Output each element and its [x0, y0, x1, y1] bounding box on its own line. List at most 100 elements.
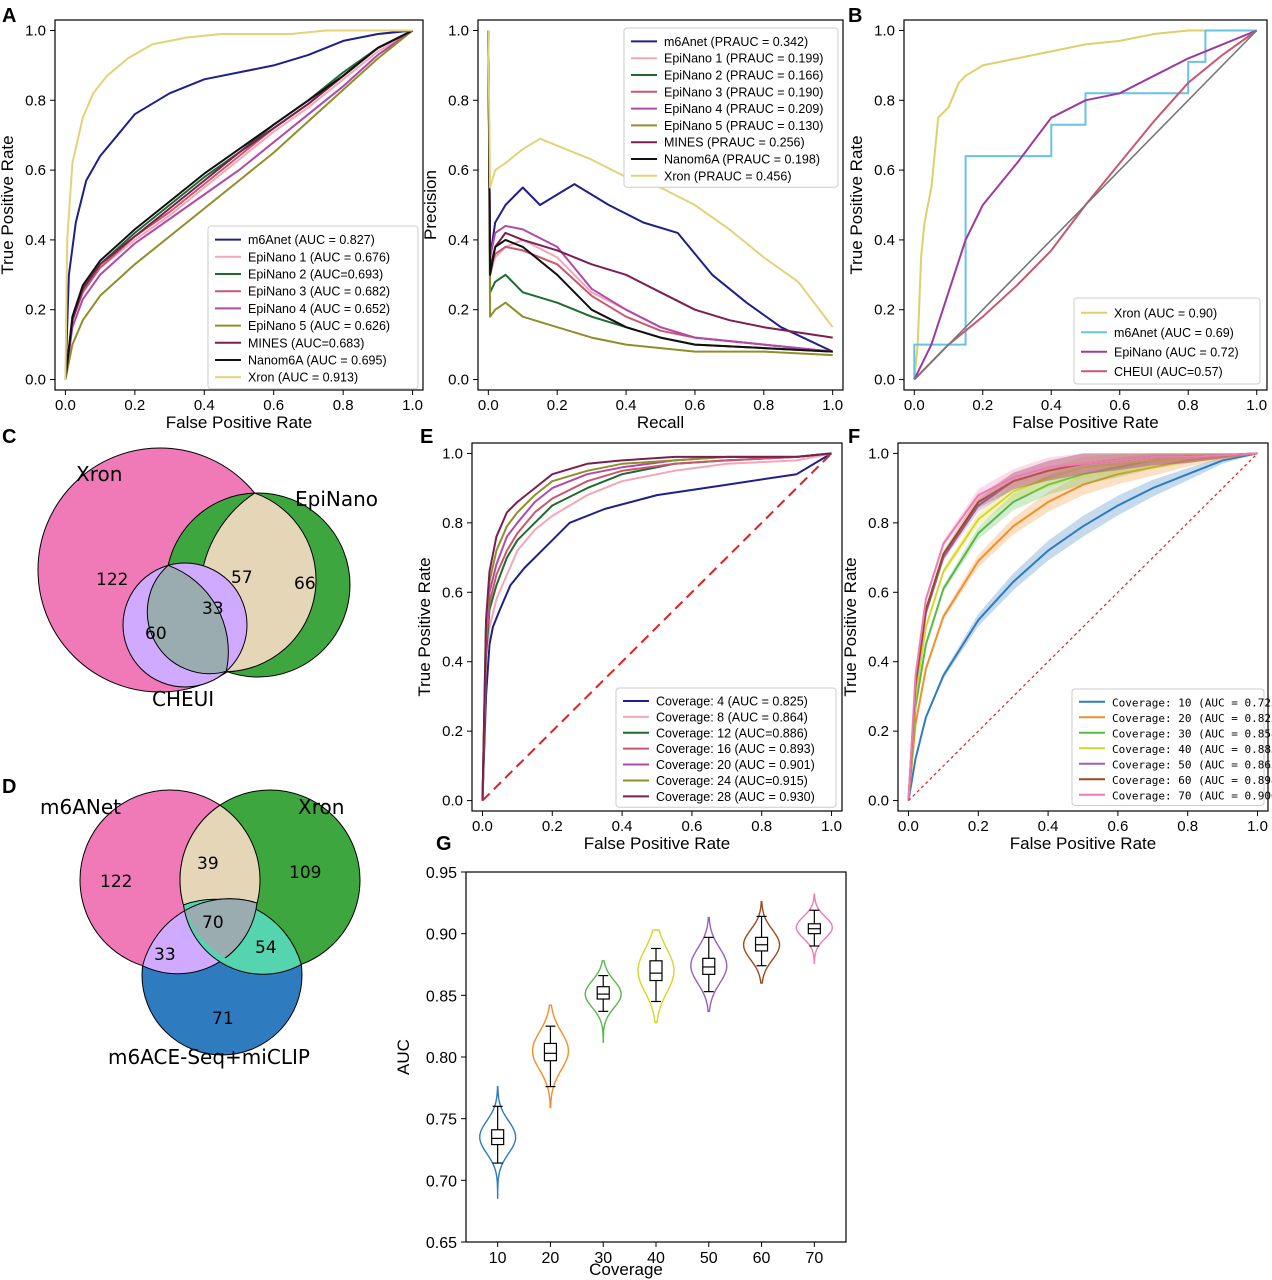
- g-violin-70: [795, 893, 833, 964]
- A-roc-legend-box: [207, 225, 419, 390]
- E-roc-xtick-label-2: 0.4: [612, 818, 633, 835]
- A-pr-legend-box: [623, 27, 839, 188]
- F-roc-ytick-label-2: 0.4: [868, 654, 889, 671]
- panel-letter-a: A: [2, 5, 16, 27]
- B-roc-series-line-4: [913, 29, 1258, 381]
- g-violin-60: [742, 900, 781, 984]
- A-roc-ytick-label-0: 0.0: [25, 372, 46, 389]
- A-pr-legend-label-4: EpiNano 4 (PRAUC = 0.209): [664, 102, 823, 116]
- F-roc-legend-label-0: Coverage: 10 (AUC = 0.725): [1112, 696, 1272, 709]
- A-pr-xtick-label-3: 0.6: [685, 397, 706, 414]
- F-roc-ytick-label-3: 0.6: [868, 584, 889, 601]
- venn-d-count-m6anet-xron: 39: [197, 854, 219, 874]
- F-roc-series-line-0: [907, 452, 1258, 801]
- A-pr-ytick-label-3: 0.6: [448, 162, 469, 179]
- F-roc-series-line-7: [908, 452, 1258, 802]
- B-roc-ytick-label-2: 0.4: [874, 232, 895, 249]
- E-roc-xtick-label-5: 1.0: [821, 818, 842, 835]
- A-pr-series-line-0: [487, 30, 834, 353]
- g-ytick-label-2: 0.75: [426, 1112, 457, 1129]
- A-pr-legend-label-8: Xron (PRAUC = 0.456): [664, 169, 791, 183]
- A-pr-legend-label-5: EpiNano 5 (PRAUC = 0.130): [664, 119, 823, 133]
- g-xtick-label-4: 50: [700, 1250, 718, 1267]
- F-roc-xtick-label-1: 0.2: [968, 818, 989, 835]
- venn-d-count-center: 70: [202, 913, 224, 933]
- A-pr-legend-label-7: Nanom6A (PRAUC = 0.198): [664, 153, 820, 167]
- g-box-50: [702, 957, 716, 975]
- F-roc-legend-label-4: Coverage: 50 (AUC = 0.865): [1112, 758, 1272, 771]
- F-roc-xtick-label-0: 0.0: [898, 818, 919, 835]
- g-ytick-label-1: 0.70: [426, 1173, 457, 1190]
- E-roc-legend-label-1: Coverage: 8 (AUC = 0.864): [656, 710, 808, 724]
- F-roc-xtick-label-4: 0.8: [1177, 818, 1198, 835]
- g-xtick-label-6: 70: [805, 1250, 823, 1267]
- E-roc-legend-label-3: Coverage: 16 (AUC = 0.893): [656, 742, 815, 756]
- F-roc-band-0: [908, 453, 1258, 801]
- F-roc-legend-label-2: Coverage: 30 (AUC = 0.858): [1112, 727, 1272, 740]
- g-ytick-label-3: 0.80: [426, 1050, 457, 1067]
- A-pr-series-line-4: [487, 30, 833, 353]
- E-roc-series-line-1: [481, 452, 832, 801]
- venn-c-count-xron-only: 122: [96, 570, 128, 590]
- A-roc-xtick-label-1: 0.2: [124, 397, 145, 414]
- venn-c-center-region: [146, 564, 229, 675]
- venn-d-count-xron-only: 109: [289, 863, 321, 883]
- B-roc-legend-label-1: m6Anet (AUC = 0.69): [1114, 326, 1234, 340]
- F-roc-ytick-label-4: 0.8: [868, 515, 889, 532]
- g-ytick-label-5: 0.90: [426, 927, 457, 944]
- venn-c-count-xron-cheui: 60: [145, 624, 167, 644]
- g-violin-20: [531, 1004, 570, 1109]
- A-pr-ytick-label-1: 0.2: [448, 302, 469, 319]
- F-roc-legend-label-1: Coverage: 20 (AUC = 0.825): [1112, 712, 1272, 725]
- venn-c-count-xron-epinano: 57: [231, 568, 253, 588]
- A-pr-xtick-label-0: 0.0: [478, 397, 499, 414]
- E-roc-series-line-3: [481, 452, 832, 801]
- A-roc-legend-label-6: MINES (AUC=0.683): [248, 336, 364, 350]
- g-ytick-label-6: 0.95: [426, 865, 457, 882]
- B-roc-legend-label-0: Xron (AUC = 0.90): [1114, 306, 1217, 320]
- A-roc-xtick-label-0: 0.0: [55, 397, 76, 414]
- g-plot-frame: [465, 871, 847, 1243]
- A-roc-legend-label-8: Xron (AUC = 0.913): [248, 371, 358, 385]
- g-violin-50: [690, 916, 728, 1013]
- A-roc-series-line-4: [64, 29, 414, 380]
- venn-d-count-m6anet-m6ace: 33: [154, 945, 176, 965]
- A-pr-ytick-label-4: 0.8: [448, 92, 469, 109]
- venn-d-label-xron: Xron: [298, 795, 344, 819]
- A-roc-xlabel: False Positive Rate: [166, 413, 312, 432]
- panel-g-violin-chart: 10 20 30 40 50 60 70 0.65 0.70 0.75 0.80 0.85 0.90 0.…: [394, 865, 847, 1279]
- F-roc-band-1: [908, 453, 1258, 801]
- A-pr-legend-label-1: EpiNano 1 (PRAUC = 0.199): [664, 52, 823, 66]
- g-violin-30: [584, 960, 622, 1043]
- F-roc-ylabel: True Positive Rate: [841, 557, 860, 696]
- g-xtick-label-2: 30: [594, 1250, 612, 1267]
- B-roc-xtick-label-0: 0.0: [904, 397, 925, 414]
- E-roc-ytick-label-2: 0.4: [442, 654, 463, 671]
- F-roc-legend-label-3: Coverage: 40 (AUC = 0.883): [1112, 743, 1272, 756]
- g-ytick-label-4: 0.85: [426, 988, 457, 1005]
- A-roc-ytick-label-3: 0.6: [25, 162, 46, 179]
- B-roc-ytick-label-1: 0.2: [874, 302, 895, 319]
- F-roc-ytick-label-0: 0.0: [868, 793, 889, 810]
- panel-letter-d: D: [2, 776, 16, 798]
- g-xtick-label-0: 10: [489, 1250, 507, 1267]
- panel-a-pr-chart: 0.0 0.2 0.4 0.6 0.8 1.0 0.0 0.2 0.4 0.6 0.8 1.0 Reca…: [421, 19, 844, 432]
- venn-c-label-xron: Xron: [76, 462, 122, 486]
- A-pr-xtick-label-4: 0.8: [753, 397, 774, 414]
- E-roc-legend-label-6: Coverage: 28 (AUC = 0.930): [656, 790, 815, 804]
- F-roc-xtick-label-2: 0.4: [1038, 818, 1059, 835]
- F-roc-ytick-label-5: 1.0: [868, 445, 889, 462]
- g-violin-10: [479, 1085, 517, 1199]
- E-roc-legend-label-4: Coverage: 20 (AUC = 0.901): [656, 758, 815, 772]
- B-roc-ylabel: True Positive Rate: [847, 135, 866, 274]
- B-roc-xtick-label-1: 0.2: [972, 397, 993, 414]
- B-roc-ytick-label-0: 0.0: [874, 372, 895, 389]
- g-xtick-label-1: 20: [542, 1250, 560, 1267]
- A-roc-xtick-label-5: 1.0: [402, 397, 423, 414]
- venn-c-label-cheui: CHEUI: [152, 687, 214, 711]
- A-roc-ytick-label-1: 0.2: [25, 302, 46, 319]
- F-roc-legend-label-5: Coverage: 60 (AUC = 0.898): [1112, 774, 1272, 787]
- g-violin-40: [637, 929, 675, 1024]
- E-roc-series-line-6: [481, 452, 832, 801]
- F-roc-series-line-1: [907, 452, 1258, 801]
